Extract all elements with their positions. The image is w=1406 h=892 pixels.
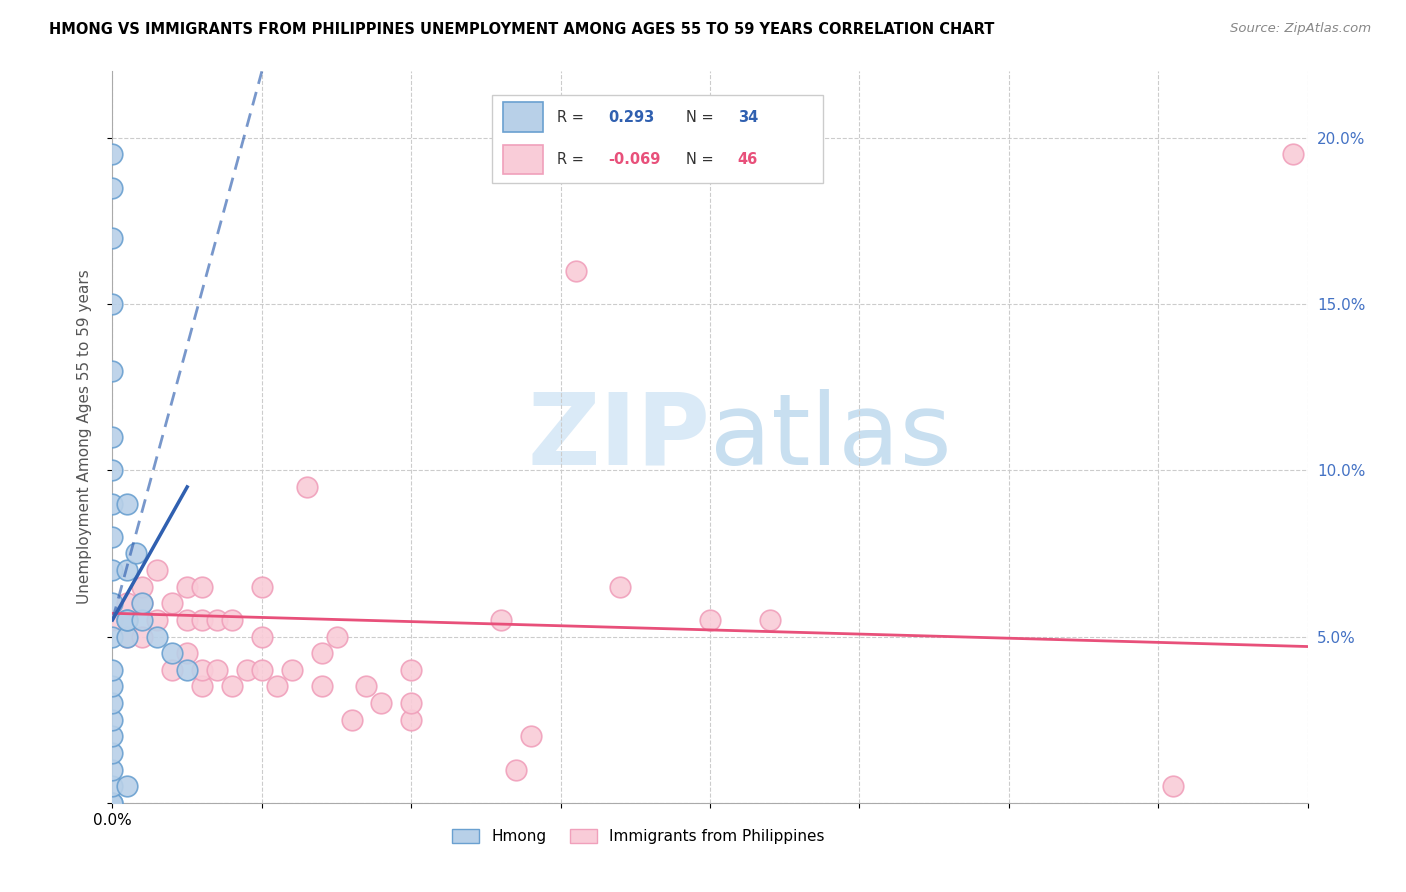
Point <box>325 630 347 644</box>
Point <box>101 696 124 710</box>
Point <box>101 663 124 677</box>
Legend: Hmong, Immigrants from Philippines: Hmong, Immigrants from Philippines <box>446 822 831 850</box>
Point <box>520 729 543 743</box>
Point <box>101 596 124 610</box>
Point <box>101 630 124 644</box>
Point <box>117 630 139 644</box>
Point <box>101 779 124 793</box>
Point <box>759 613 782 627</box>
Point <box>1161 779 1184 793</box>
Point <box>191 680 214 694</box>
Text: ZIP: ZIP <box>527 389 710 485</box>
Point <box>162 663 183 677</box>
Point <box>191 580 214 594</box>
Point <box>176 580 198 594</box>
Point <box>117 630 139 644</box>
Point <box>101 463 124 477</box>
Point <box>609 580 631 594</box>
Point <box>401 663 423 677</box>
Point <box>117 779 139 793</box>
Text: Source: ZipAtlas.com: Source: ZipAtlas.com <box>1230 22 1371 36</box>
Point <box>311 680 333 694</box>
Point <box>101 180 124 194</box>
Point <box>489 613 512 627</box>
Point <box>101 147 124 161</box>
Point <box>101 530 124 544</box>
Point <box>101 430 124 444</box>
Point <box>205 663 228 677</box>
Point <box>146 563 169 577</box>
Point <box>236 663 259 677</box>
Point <box>221 613 243 627</box>
Point <box>117 613 139 627</box>
Point <box>131 580 153 594</box>
Point <box>101 297 124 311</box>
Point <box>176 663 198 677</box>
Y-axis label: Unemployment Among Ages 55 to 59 years: Unemployment Among Ages 55 to 59 years <box>77 269 91 605</box>
Text: HMONG VS IMMIGRANTS FROM PHILIPPINES UNEMPLOYMENT AMONG AGES 55 TO 59 YEARS CORR: HMONG VS IMMIGRANTS FROM PHILIPPINES UNE… <box>49 22 994 37</box>
Text: atlas: atlas <box>710 389 952 485</box>
Point <box>117 563 139 577</box>
Point <box>176 646 198 660</box>
Point <box>101 363 124 377</box>
Point <box>125 546 148 560</box>
Point <box>101 796 124 810</box>
Point <box>117 613 139 627</box>
Point <box>250 663 273 677</box>
Point <box>191 613 214 627</box>
Point <box>101 680 124 694</box>
Point <box>401 713 423 727</box>
Point <box>266 680 288 694</box>
Point <box>401 696 423 710</box>
Point <box>101 613 124 627</box>
Point <box>131 613 153 627</box>
Point <box>162 596 183 610</box>
Point <box>505 763 527 777</box>
Point <box>564 264 586 278</box>
Point <box>250 630 273 644</box>
Point <box>205 613 228 627</box>
Point <box>131 630 153 644</box>
Point <box>101 729 124 743</box>
Point <box>101 497 124 511</box>
Point <box>221 680 243 694</box>
Point <box>117 497 139 511</box>
Point <box>117 596 139 610</box>
Point <box>101 763 124 777</box>
Point <box>101 563 124 577</box>
Point <box>281 663 304 677</box>
Point <box>191 663 214 677</box>
Point <box>162 646 183 660</box>
Point <box>176 613 198 627</box>
Point <box>311 646 333 660</box>
Point <box>146 630 169 644</box>
Point <box>101 796 124 810</box>
Point <box>101 713 124 727</box>
Point <box>250 580 273 594</box>
Point <box>356 680 378 694</box>
Point <box>340 713 363 727</box>
Point <box>101 230 124 244</box>
Point <box>131 596 153 610</box>
Point <box>101 746 124 760</box>
Point <box>131 596 153 610</box>
Point <box>295 480 318 494</box>
Point <box>370 696 392 710</box>
Point <box>146 613 169 627</box>
Point <box>699 613 721 627</box>
Point <box>1281 147 1303 161</box>
